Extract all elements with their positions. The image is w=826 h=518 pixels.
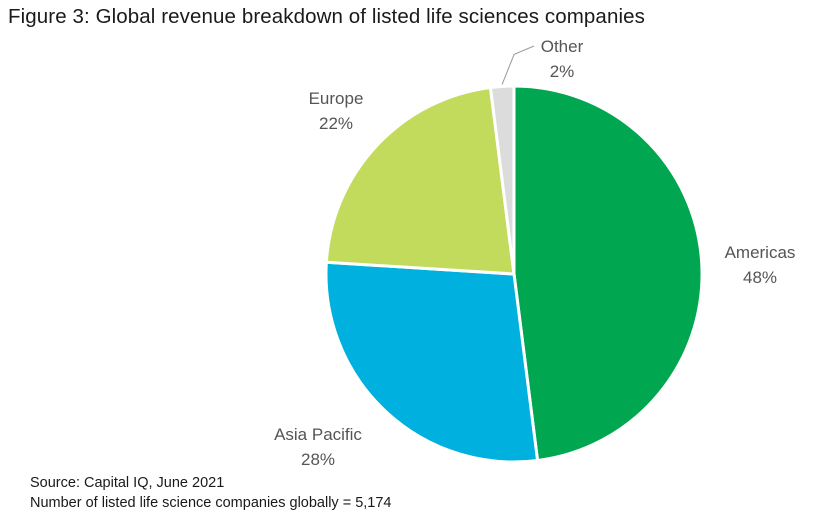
slice-value-americas: 48% (743, 268, 777, 287)
slice-label-asia-pacific: Asia Pacific (274, 425, 362, 444)
slice-value-europe: 22% (319, 114, 353, 133)
slice-label-americas: Americas (725, 243, 796, 262)
slice-value-asia-pacific: 28% (301, 450, 335, 469)
pie-slice-asia-pacific (324, 260, 540, 464)
slice-value-other: 2% (550, 62, 575, 81)
leader-line-other (501, 45, 535, 85)
source-note: Source: Capital IQ, June 2021 (30, 475, 225, 491)
pie-slice-europe (324, 85, 516, 276)
company-count-note: Number of listed life science companies … (30, 495, 392, 511)
slice-label-other: Other (541, 37, 584, 56)
pie-slice-americas (512, 84, 704, 463)
chart-title: Figure 3: Global revenue breakdown of li… (8, 5, 645, 28)
slice-label-europe: Europe (309, 89, 364, 108)
pie-slice-other (488, 84, 516, 276)
